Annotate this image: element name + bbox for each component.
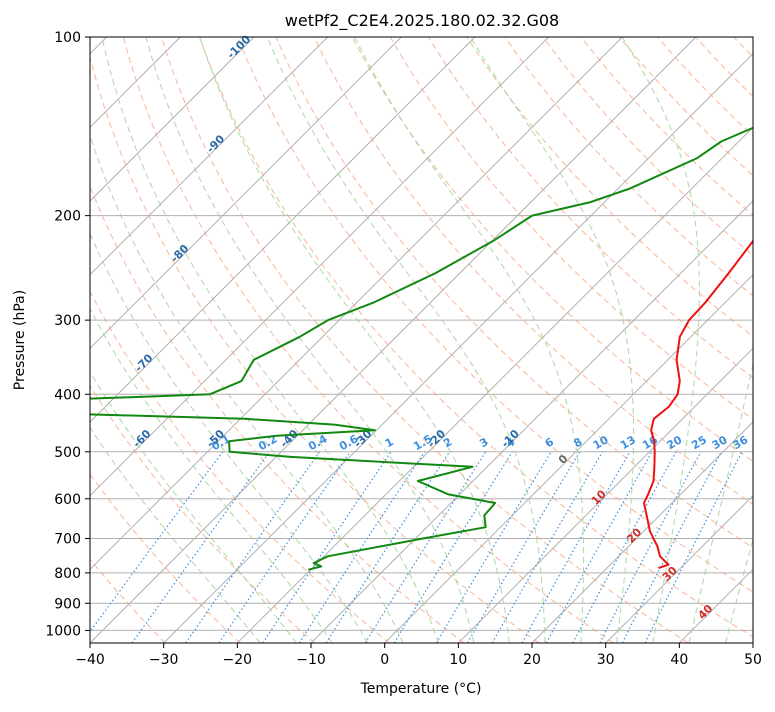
x-tick-label: 0 (380, 652, 389, 668)
y-tick-label: 600 (54, 492, 81, 508)
y-tick-label: 100 (54, 30, 81, 46)
chart-title: wetPf2_C2E4.2025.180.02.32.G08 (285, 11, 559, 31)
x-tick-label: 40 (670, 652, 688, 668)
y-axis-label: Pressure (hPa) (12, 290, 28, 390)
x-tick-label: 30 (597, 652, 615, 668)
y-tick-label: 300 (54, 313, 81, 329)
x-tick-label: −30 (149, 652, 179, 668)
isotherm-gridline (753, 37, 775, 643)
y-tick-label: 200 (54, 209, 81, 225)
x-tick-label: −20 (223, 652, 253, 668)
x-tick-label: 20 (523, 652, 541, 668)
y-tick-label: 800 (54, 566, 81, 582)
x-tick-label: 10 (449, 652, 467, 668)
y-tick-label: 1000 (45, 623, 81, 639)
y-tick-label: 400 (54, 387, 81, 403)
x-tick-label: 50 (744, 652, 762, 668)
y-tick-label: 500 (54, 445, 81, 461)
y-tick-label: 700 (54, 532, 81, 548)
x-axis-label: Temperature (°C) (360, 681, 482, 697)
x-tick-label: −40 (75, 652, 105, 668)
y-tick-label: 900 (54, 596, 81, 612)
x-tick-label: −10 (296, 652, 326, 668)
